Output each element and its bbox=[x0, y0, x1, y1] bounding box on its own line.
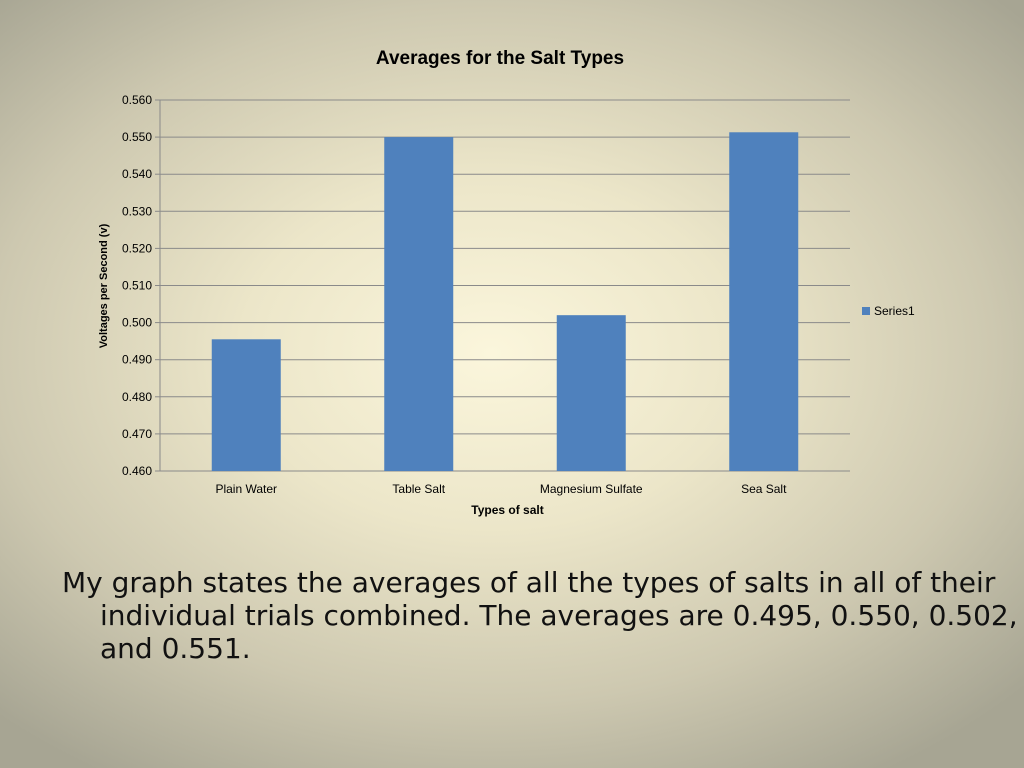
chart-title: Averages for the Salt Types bbox=[375, 48, 625, 69]
y-tick-label: 0.540 bbox=[122, 167, 152, 181]
x-tick-label: Plain Water bbox=[215, 482, 277, 496]
caption-text: My graph states the averages of all the … bbox=[62, 566, 1018, 666]
x-tick-label: Magnesium Sulfate bbox=[540, 482, 643, 496]
y-tick-label: 0.480 bbox=[122, 390, 152, 404]
x-tick-label: Table Salt bbox=[392, 482, 445, 496]
legend: Series1 bbox=[862, 304, 915, 318]
bar-chart: 0.460 0.470 0.480 0.490 0.500 0.510 0.520 0.530… bbox=[98, 48, 915, 517]
y-tick-label: 0.500 bbox=[122, 316, 152, 330]
legend-label: Series1 bbox=[874, 304, 915, 318]
y-axis-label: Voltages per Second (v) bbox=[98, 223, 110, 349]
bar bbox=[729, 132, 799, 472]
x-axis-label: Types of salt bbox=[471, 503, 544, 517]
y-tick-label: 0.520 bbox=[122, 241, 152, 255]
legend-swatch bbox=[862, 307, 870, 315]
bar bbox=[556, 315, 626, 471]
y-tick-label: 0.490 bbox=[122, 353, 152, 367]
y-tick-label: 0.460 bbox=[122, 464, 152, 478]
bar bbox=[384, 137, 454, 471]
y-tick-label: 0.530 bbox=[122, 204, 152, 218]
y-tick-label: 0.470 bbox=[122, 427, 152, 441]
y-tick-label: 0.510 bbox=[122, 279, 152, 293]
chart-plot: 0.460 0.470 0.480 0.490 0.500 0.510 0.520 0.530… bbox=[122, 93, 850, 496]
bar bbox=[211, 339, 281, 471]
x-tick-label: Sea Salt bbox=[741, 482, 787, 496]
y-tick-label: 0.560 bbox=[122, 93, 152, 107]
y-tick-label: 0.550 bbox=[122, 130, 152, 144]
